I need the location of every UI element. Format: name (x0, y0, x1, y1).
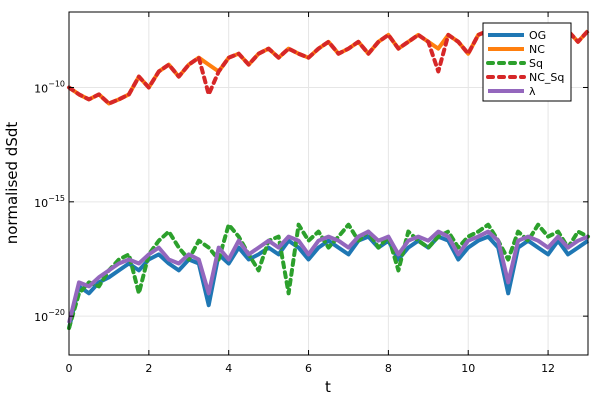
y-tick-label: 10−20 (34, 308, 65, 324)
y-axis-label: normalised dSdt (3, 122, 21, 245)
x-axis-label: t (325, 378, 331, 396)
x-tick-label: 8 (385, 362, 392, 375)
series-line-lambda (67, 229, 589, 324)
x-tick-label: 6 (305, 362, 312, 375)
legend-label: λ (529, 85, 536, 98)
x-tick-label: 12 (541, 362, 555, 375)
x-tick-label: 4 (225, 362, 232, 375)
legend-label: OG (529, 29, 546, 42)
x-tick-label: 2 (145, 362, 152, 375)
legend-label: NC (529, 43, 545, 56)
y-tick-label: 10−15 (34, 194, 65, 210)
legend-label: Sq (529, 57, 543, 70)
legend-label: NC_Sq (529, 71, 564, 84)
axis-ticks: 0 2 4 6 8 10 12 10−20 10−15 10−10 (34, 12, 588, 375)
x-tick-label: 0 (66, 362, 73, 375)
y-tick-label: 10−10 (34, 79, 65, 95)
x-tick-label: 10 (461, 362, 475, 375)
plot-frame (68, 11, 589, 356)
